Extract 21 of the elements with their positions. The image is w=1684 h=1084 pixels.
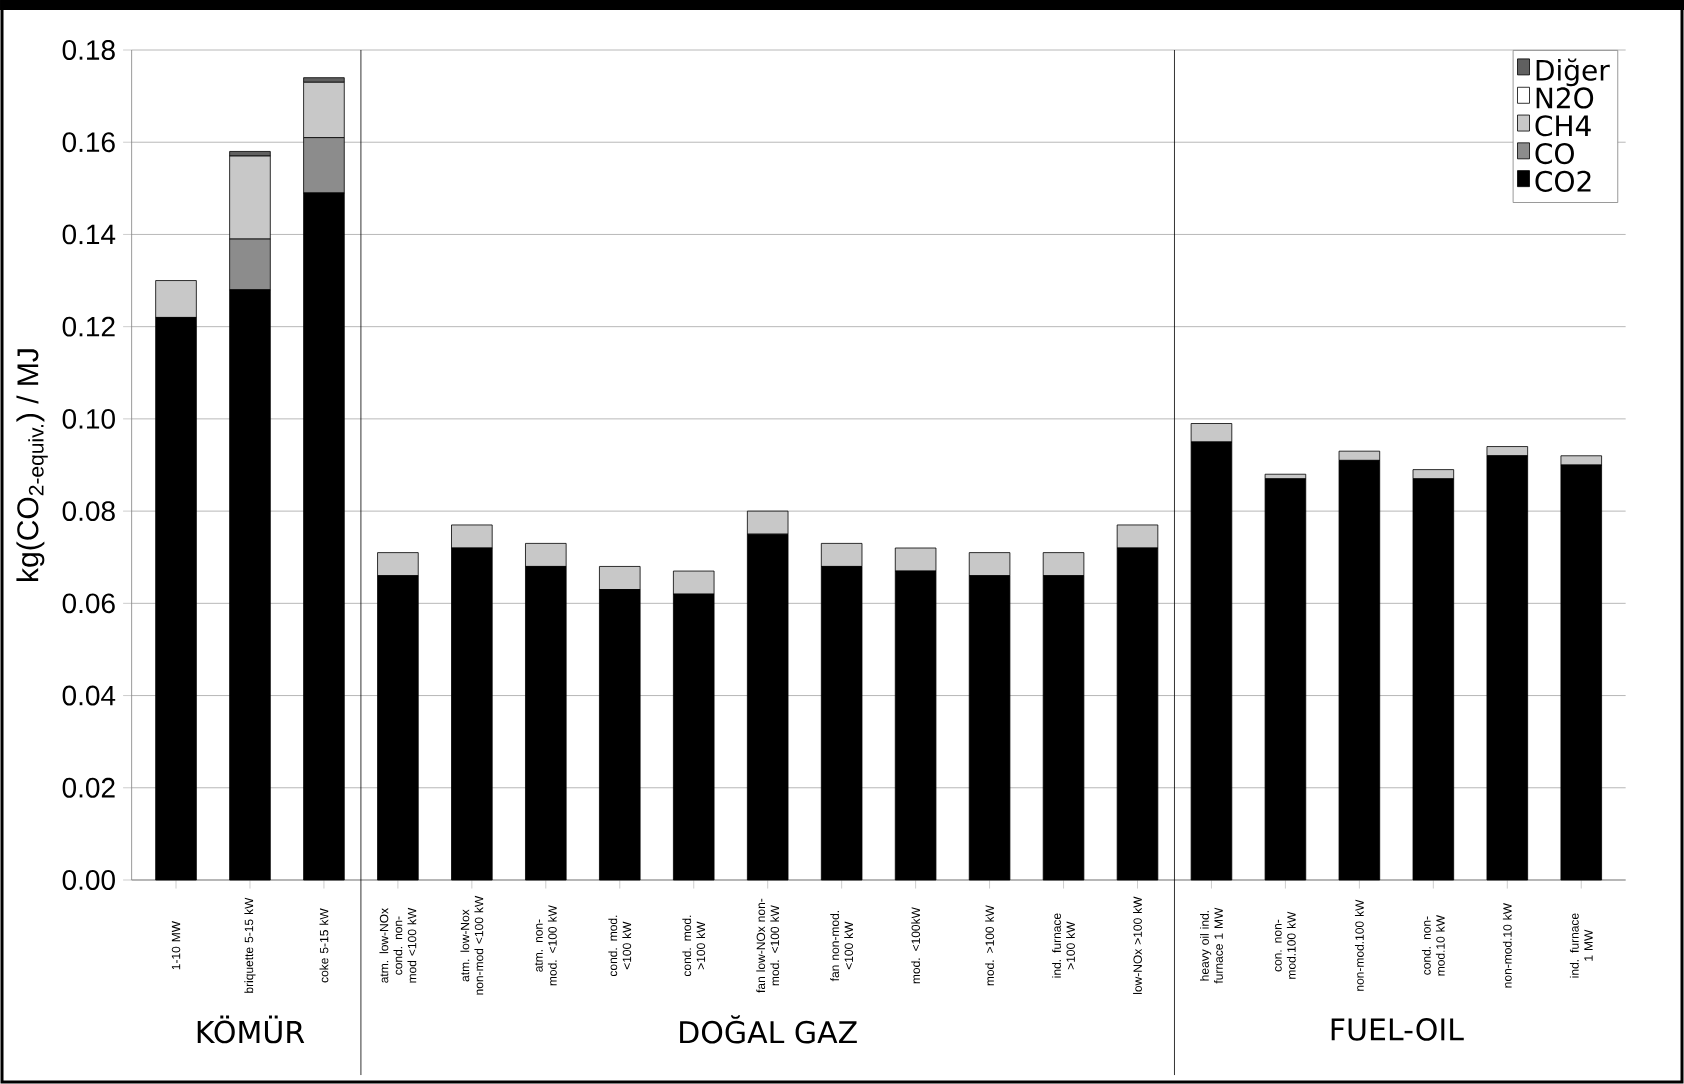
y-tick-label: 0.06 — [62, 593, 115, 614]
y-tick-label: 0.16 — [62, 132, 115, 153]
y-tick-label: 0.04 — [62, 685, 116, 706]
y-tick-label: 0.10 — [62, 408, 115, 429]
bar — [1338, 459, 1381, 881]
y-tick-label: 0.18 — [62, 40, 115, 60]
bar — [1264, 478, 1307, 881]
legend-label: CO2 — [1535, 170, 1591, 192]
legend-label: CO — [1535, 142, 1574, 165]
y-tick-label: 0.14 — [62, 224, 116, 245]
y-tick-label: 0.08 — [62, 501, 115, 522]
y-tick-label: 0.12 — [62, 316, 115, 337]
legend-label: N2O — [1536, 87, 1594, 109]
text: FUEL-OIL — [1331, 1018, 1464, 1041]
text: KÖMÜR — [197, 1015, 305, 1044]
legend-label: CH4 — [1535, 115, 1591, 137]
y-tick-label: 0.02 — [62, 777, 115, 798]
y-tick-label: 0.00 — [62, 870, 115, 890]
y-axis-title: kg(CO$_{2-equiv.}$) / MJ — [16, 349, 48, 581]
legend-label: Diğer — [1536, 58, 1610, 87]
text: DOĞAL GAZ — [680, 1015, 857, 1044]
